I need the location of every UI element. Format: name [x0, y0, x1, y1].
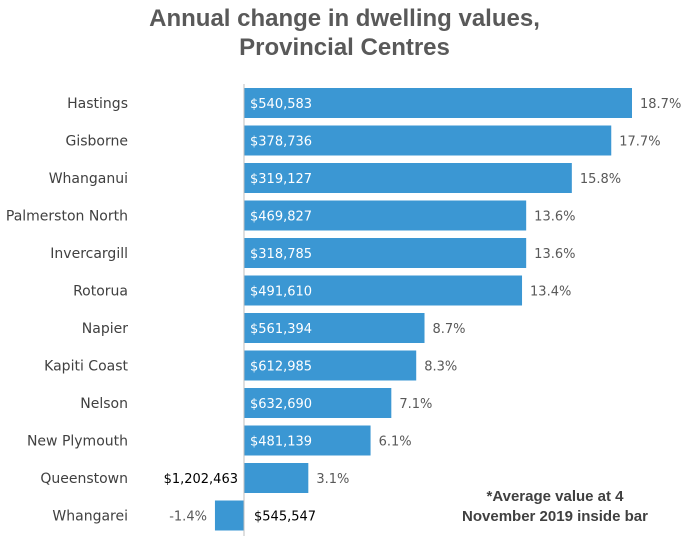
- chart-title-line-2: Provincial Centres: [239, 34, 450, 61]
- category-label: Hastings: [67, 96, 128, 112]
- value-label: -1.4%: [169, 510, 207, 525]
- average-value-label: $318,785: [250, 247, 312, 262]
- average-value-label: $469,827: [250, 210, 312, 225]
- average-value-label: $481,139: [250, 435, 312, 450]
- category-label: Palmerston North: [6, 209, 128, 225]
- average-value-label: $540,583: [250, 97, 312, 112]
- average-value-label: $319,127: [250, 172, 312, 187]
- value-label: 15.8%: [580, 172, 621, 187]
- category-label: Invercargill: [50, 246, 128, 262]
- category-label: Nelson: [80, 396, 128, 412]
- average-value-label: $1,202,463: [164, 472, 238, 487]
- bar: [244, 200, 527, 231]
- bar: [244, 238, 527, 268]
- average-value-label: $545,547: [254, 510, 316, 525]
- chart-title-line-1: Annual change in dwelling values,: [149, 5, 540, 32]
- average-value-label: $561,394: [250, 322, 312, 337]
- category-label: Rotorua: [73, 284, 128, 300]
- category-label: Gisborne: [66, 134, 128, 150]
- bar: [214, 500, 244, 531]
- bar: [244, 125, 612, 156]
- category-label: Whangarei: [52, 509, 128, 525]
- value-label: 17.7%: [619, 135, 660, 150]
- bar: [244, 350, 417, 381]
- bar: [244, 388, 392, 418]
- bar: [244, 275, 523, 306]
- average-value-label: $491,610: [250, 285, 312, 300]
- footnote-line-2: November 2019 inside bar: [462, 508, 648, 525]
- value-label: 8.7%: [433, 322, 466, 337]
- average-value-label: $612,985: [250, 360, 312, 375]
- value-label: 13.4%: [530, 285, 571, 300]
- average-value-label: $378,736: [250, 135, 312, 150]
- bar: [244, 313, 425, 343]
- value-label: 18.7%: [640, 97, 681, 112]
- bar: [244, 163, 572, 193]
- average-value-label: $632,690: [250, 397, 312, 412]
- value-label: 3.1%: [316, 472, 349, 487]
- bar: [244, 463, 309, 493]
- category-label: Whanganui: [49, 171, 128, 187]
- bar: [244, 425, 371, 456]
- value-label: 6.1%: [379, 435, 412, 450]
- footnote: *Average value at 4 November 2019 inside…: [440, 487, 670, 527]
- category-label: Napier: [82, 321, 128, 337]
- value-label: 13.6%: [534, 210, 575, 225]
- value-label: 8.3%: [424, 360, 457, 375]
- footnote-line-1: *Average value at 4: [486, 488, 624, 505]
- category-label: Queenstown: [40, 471, 128, 487]
- chart-title: Annual change in dwelling values, Provin…: [0, 4, 689, 62]
- value-label: 13.6%: [534, 247, 575, 262]
- bar: [244, 88, 632, 118]
- category-label: Kapiti Coast: [44, 359, 128, 375]
- value-label: 7.1%: [399, 397, 432, 412]
- category-label: New Plymouth: [27, 434, 128, 450]
